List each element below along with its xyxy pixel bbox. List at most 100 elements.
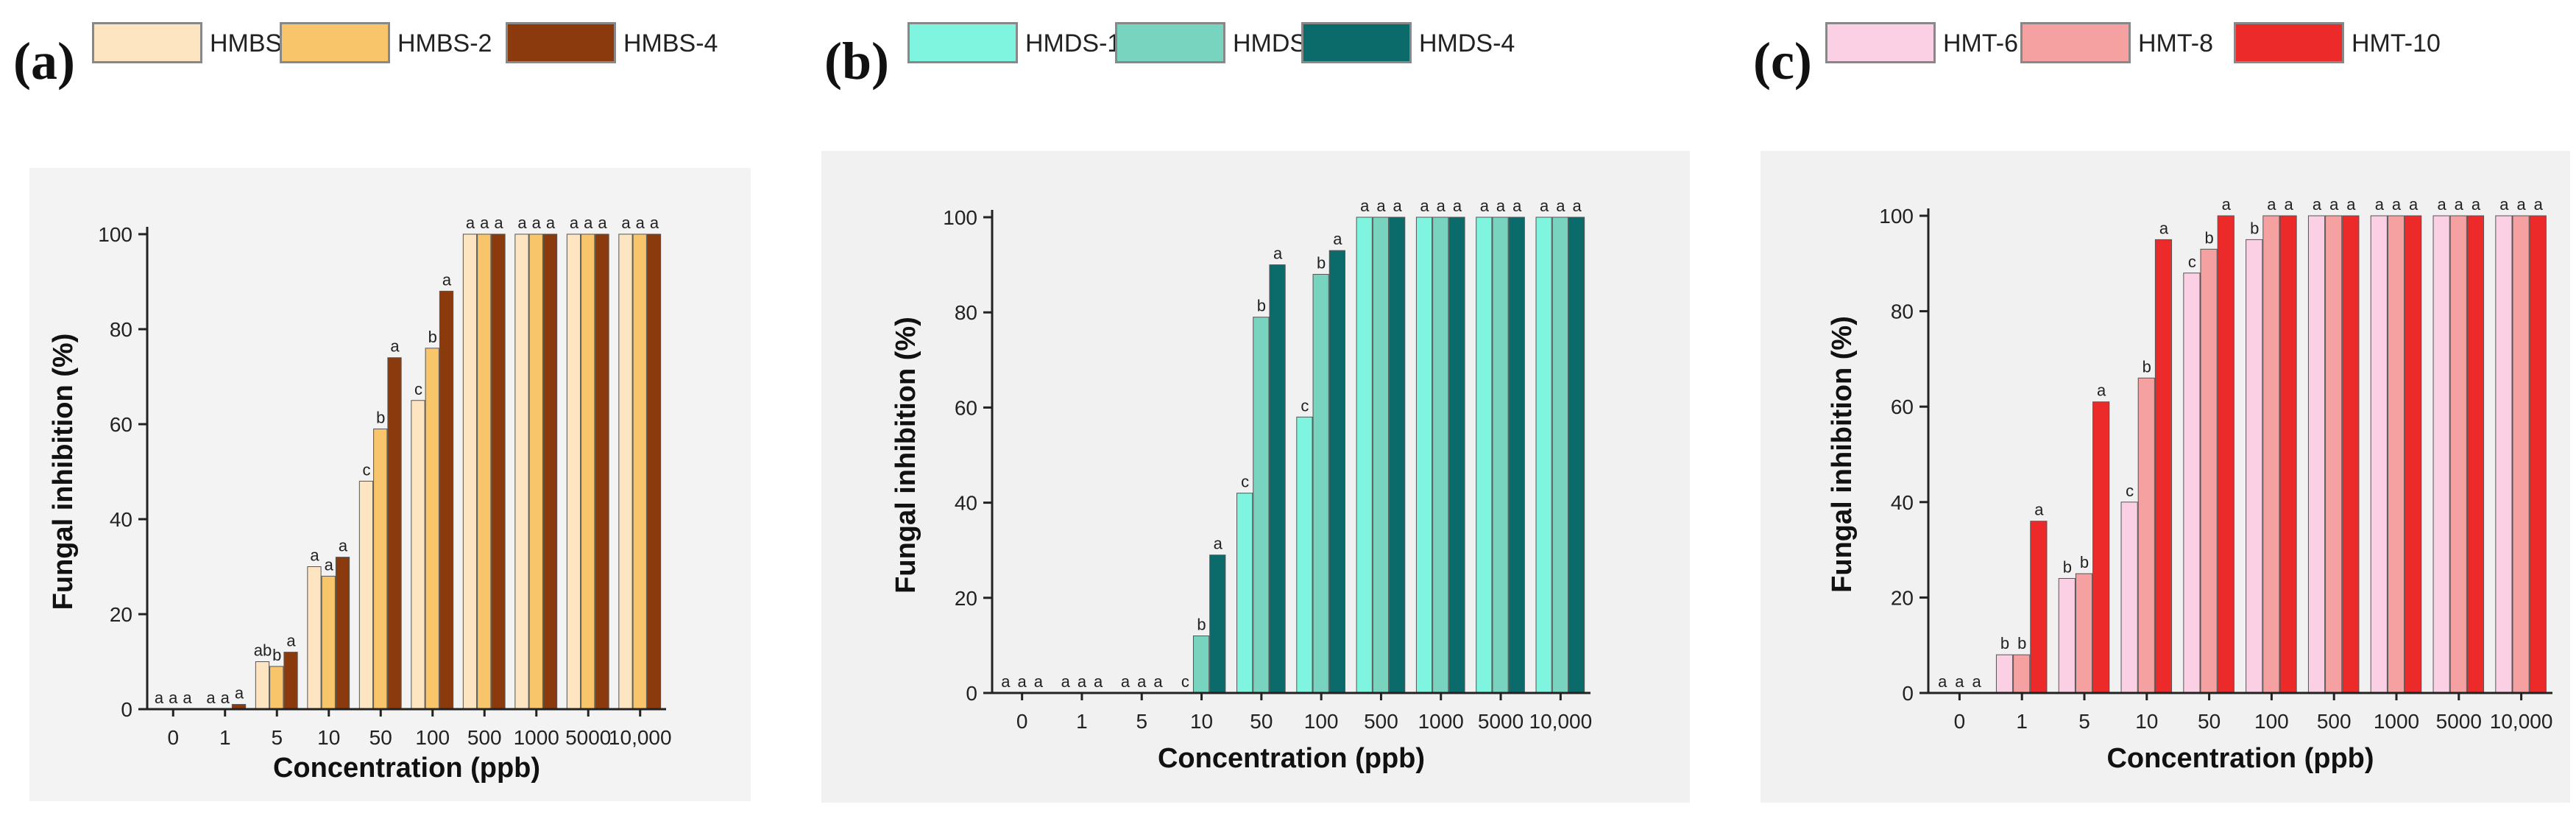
y-tick-label: 60 [955, 396, 977, 419]
significance-label: a [517, 214, 527, 232]
x-tick-label: 100 [2254, 710, 2289, 733]
significance-label: a [1061, 672, 1071, 691]
bar [491, 233, 506, 710]
bar [646, 233, 662, 710]
bar [2529, 215, 2547, 694]
bar [2217, 215, 2234, 694]
x-axis-title: Concentration (ppb) [2106, 743, 2374, 774]
y-tick-label: 80 [1891, 300, 1914, 323]
x-tick-label: 5000 [1478, 710, 1524, 733]
bar [632, 233, 647, 710]
x-tick-label: 0 [1016, 710, 1028, 733]
significance-label: a [206, 689, 216, 707]
y-tick-label: 40 [955, 492, 977, 515]
x-tick-label: 10 [1190, 710, 1213, 733]
significance-label: b [2017, 634, 2026, 652]
x-tick-label: 1 [1076, 710, 1088, 733]
x-tick-label: 100 [415, 726, 450, 749]
bar [1492, 217, 1509, 694]
significance-label: a [466, 214, 475, 232]
significance-label: b [428, 328, 437, 346]
bar [1535, 217, 1552, 694]
legend-label: HMDS-4 [1419, 29, 1515, 57]
bar [1389, 217, 1406, 694]
bar [1551, 217, 1568, 694]
significance-label: a [584, 214, 593, 232]
bar [618, 233, 633, 710]
bar [1448, 217, 1465, 694]
bar [2092, 401, 2110, 694]
significance-label: a [2329, 195, 2339, 214]
bar [2246, 239, 2263, 694]
panel-c: (c) HMT-6 HMT-8 HMT-10 0 20 40 60 80 100 a a a 0 b… [1744, 0, 2576, 813]
bar [2432, 215, 2450, 694]
bar [2030, 521, 2048, 694]
significance-label: a [2375, 195, 2385, 214]
significance-label: ab [254, 641, 272, 660]
legend-swatch [1115, 22, 1225, 63]
legend-swatch [1301, 22, 1412, 63]
significance-label: b [1197, 615, 1206, 633]
panel-a: (a) HMBS-1 HMBS-2 HMBS-4 0 20 40 60 80 100 a a a… [0, 0, 859, 813]
panel-letter: (c) [1753, 32, 1812, 91]
y-tick-label: 0 [1902, 682, 1914, 705]
y-tick-label: 0 [121, 698, 132, 721]
significance-label: a [532, 214, 542, 232]
significance-label: a [1214, 535, 1223, 553]
significance-label: a [2346, 195, 2356, 214]
y-tick-label: 80 [955, 301, 977, 324]
bar [2137, 377, 2155, 694]
significance-label: a [310, 546, 319, 565]
significance-label: a [2409, 195, 2418, 214]
legend-label: HMT-8 [2138, 29, 2213, 57]
significance-label: a [1273, 244, 1283, 263]
panel-b: (b) HMDS-1 HMDS-2 HMDS-4 0 20 40 60 80 100 a a a… [815, 0, 1699, 813]
bar [1209, 555, 1226, 694]
x-tick-label: 100 [1304, 710, 1339, 733]
y-tick-label: 60 [1891, 395, 1914, 418]
bar [321, 575, 336, 710]
significance-label: a [2097, 381, 2106, 400]
x-tick-label: 5 [1136, 710, 1147, 733]
significance-label: b [1257, 297, 1266, 315]
y-axis-title: Fungal inhibition (%) [48, 334, 79, 610]
significance-label: a [1437, 197, 1446, 215]
significance-label: a [598, 214, 607, 232]
legend-label: HMBS-2 [397, 29, 492, 57]
bar [335, 557, 350, 710]
x-axis-title: Concentration (ppb) [1158, 743, 1425, 774]
x-tick-label: 50 [369, 726, 392, 749]
x-tick-label: 500 [2317, 710, 2352, 733]
significance-label: b [376, 408, 385, 426]
y-tick-label: 20 [110, 603, 132, 626]
significance-label: a [1453, 197, 1462, 215]
y-tick-label: 100 [1879, 205, 1914, 228]
significance-label: a [546, 214, 556, 232]
significance-label: a [155, 689, 164, 707]
y-tick-label: 100 [943, 206, 977, 229]
significance-label: a [1540, 197, 1549, 215]
legend-swatch [280, 22, 390, 63]
bar [528, 233, 543, 710]
y-axis-title: Fungal inhibition (%) [891, 317, 921, 594]
significance-label: a [1376, 197, 1386, 215]
significance-label: a [1572, 197, 1582, 215]
bar [2342, 215, 2360, 694]
y-axis-title: Fungal inhibition (%) [1827, 316, 1858, 593]
significance-label: a [2392, 195, 2402, 214]
bar [1269, 264, 1286, 694]
legend-swatch [92, 22, 202, 63]
x-tick-label: 10,000 [2490, 710, 2553, 733]
significance-label: a [390, 337, 400, 356]
bar [2325, 215, 2343, 694]
significance-label: b [2250, 219, 2259, 237]
bar [462, 233, 478, 710]
x-tick-label: 1000 [2374, 710, 2419, 733]
bar [2449, 215, 2467, 694]
legend-label: HMT-6 [1943, 29, 2018, 57]
significance-label: a [442, 270, 452, 289]
significance-label: a [1001, 672, 1011, 691]
bar [2154, 239, 2173, 694]
significance-label: b [2204, 228, 2213, 247]
